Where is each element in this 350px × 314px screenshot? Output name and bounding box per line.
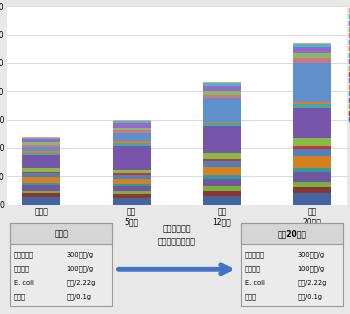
Text: 熟成期間中に
微生物の増加なし: 熟成期間中に 微生物の増加なし [158,225,196,246]
Bar [22,151,60,153]
Bar [113,186,150,191]
Bar [203,83,241,86]
Bar [22,182,60,185]
Text: 300以下/g: 300以下/g [66,252,93,258]
Bar [293,63,331,101]
Bar [203,98,241,122]
Text: カビ数: カビ数 [14,293,26,300]
Text: 乳酸菌数: 乳酸菌数 [14,265,30,272]
Bar [203,196,241,205]
Bar [203,91,241,95]
Bar [203,153,241,159]
Bar [293,172,331,182]
Bar [22,193,60,197]
Bar [293,104,331,108]
Text: 一般細菌数: 一般細菌数 [14,252,34,258]
Bar [22,174,60,177]
Bar [203,123,241,127]
Bar [22,153,60,155]
Bar [113,121,150,123]
Bar [22,155,60,168]
Bar [113,184,150,186]
Bar [293,108,331,138]
FancyBboxPatch shape [10,223,112,244]
Bar [293,146,331,149]
Bar [113,120,150,121]
Text: 100以下/g: 100以下/g [66,265,93,272]
Bar [203,95,241,98]
Bar [293,43,331,44]
Bar [22,137,60,138]
Bar [203,186,241,191]
Bar [113,133,150,141]
Bar [293,182,331,187]
Text: E. coli: E. coli [245,279,265,285]
Bar [293,101,331,104]
Bar [293,187,331,193]
Bar [22,139,60,142]
Text: 100以下/g: 100以下/g [297,265,324,272]
Bar [203,179,241,186]
Text: 乳酸菌数: 乳酸菌数 [245,265,261,272]
Bar [22,185,60,191]
Text: 陰性/2.22g: 陰性/2.22g [66,279,96,286]
Bar [203,86,241,91]
Bar [22,191,60,193]
Bar [203,127,241,153]
Bar [203,161,241,167]
Bar [293,149,331,156]
Text: 一般細菌数: 一般細菌数 [245,252,265,258]
Bar [203,159,241,161]
Bar [293,53,331,58]
Bar [22,144,60,147]
Text: 陰性/0.1g: 陰性/0.1g [297,293,322,300]
FancyBboxPatch shape [241,223,343,306]
Bar [22,177,60,182]
Bar [22,168,60,172]
Bar [293,44,331,46]
Bar [113,127,150,130]
Bar [113,175,150,179]
Bar [22,142,60,144]
Bar [293,58,331,63]
FancyBboxPatch shape [10,223,112,306]
Bar [113,141,150,143]
Bar [113,123,150,127]
Text: 熟成前: 熟成前 [54,229,68,238]
Bar [22,138,60,139]
Bar [22,172,60,174]
Text: カビ数: カビ数 [245,293,257,300]
Bar [22,147,60,151]
Text: 熟成20日間: 熟成20日間 [278,229,307,238]
Text: 300以下/g: 300以下/g [297,252,324,258]
Bar [113,179,150,184]
Bar [203,122,241,123]
Bar [203,191,241,196]
Bar [113,194,150,198]
Bar [113,143,150,146]
Bar [113,174,150,175]
Bar [113,170,150,174]
Bar [203,82,241,83]
Bar [203,175,241,179]
Bar [203,167,241,175]
Text: 陰性/2.22g: 陰性/2.22g [297,279,327,286]
FancyBboxPatch shape [241,223,343,244]
Bar [113,191,150,194]
Bar [113,198,150,205]
Bar [293,156,331,168]
Bar [293,46,331,53]
Bar [113,130,150,133]
Bar [113,146,150,170]
Text: E. coli: E. coli [14,279,34,285]
Legend: シスチン, トリプトファン, アスパラギン酸, スレオニン, セリン, グルタミン酸, プロリン, グリシン, アラニン, バリン, メチオニン, イソロイシン: シスチン, トリプトファン, アスパラギン酸, スレオニン, セリン, グルタミ… [349,7,350,122]
Bar [293,168,331,172]
Bar [293,193,331,205]
Bar [293,138,331,146]
Bar [22,197,60,205]
Text: 陰性/0.1g: 陰性/0.1g [66,293,91,300]
